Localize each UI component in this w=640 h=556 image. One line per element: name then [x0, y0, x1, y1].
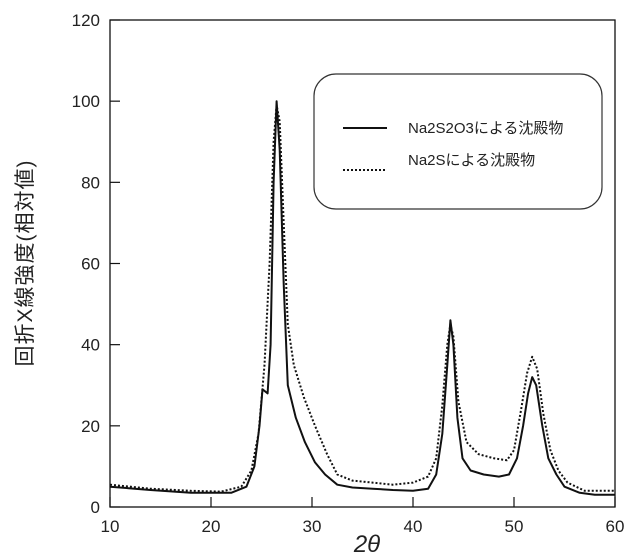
- y-tick-label: 40: [81, 336, 100, 355]
- legend-label-dotted: Na2Sによる沈殿物: [408, 152, 535, 169]
- x-tick-label: 10: [101, 517, 120, 536]
- x-tick-label: 50: [505, 517, 524, 536]
- plot-frame: [109, 19, 616, 508]
- legend: Na2S2O3による沈殿物 Na2Sによる沈殿物: [313, 73, 603, 210]
- y-tick-label: 120: [72, 11, 100, 30]
- y-tick-label: 80: [81, 173, 100, 192]
- x-tick-label: 30: [303, 517, 322, 536]
- tick-layer: 10 20 30 40 50 60 0 20 40 60 80 100 120: [72, 11, 625, 536]
- y-tick-label: 60: [81, 255, 100, 274]
- y-axis-label: 回折X線強度(相対値): [14, 160, 37, 367]
- x-tick-label: 20: [202, 517, 221, 536]
- legend-label-solid: Na2S2O3による沈殿物: [408, 120, 563, 137]
- series-line-solid: [109, 100, 615, 496]
- y-tick-label: 20: [81, 417, 100, 436]
- series-line-dotted: [109, 104, 615, 493]
- legend-box: [313, 73, 603, 210]
- y-tick-label: 0: [91, 498, 100, 517]
- series-layer: [109, 100, 615, 496]
- y-tick-label: 100: [72, 92, 100, 111]
- x-axis-label: 2θ: [353, 531, 380, 556]
- x-tick-label: 40: [404, 517, 423, 536]
- x-tick-label: 60: [606, 517, 625, 536]
